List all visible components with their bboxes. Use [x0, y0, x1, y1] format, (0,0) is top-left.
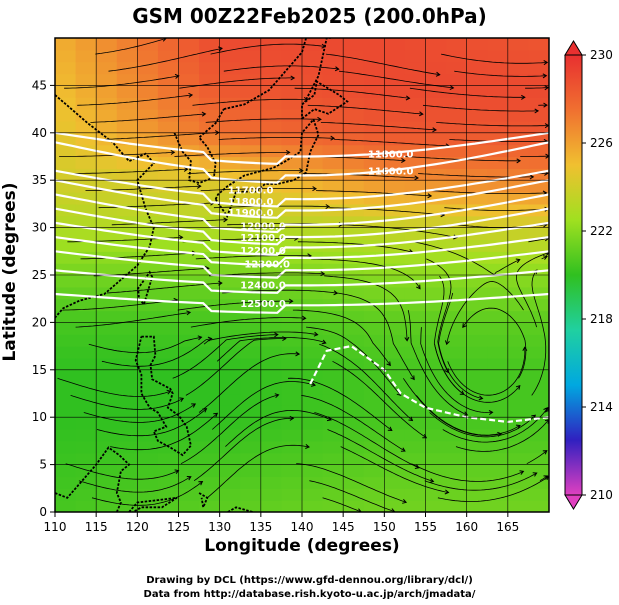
contour-label-6: 12100.0 — [240, 233, 286, 244]
contour-label-9: 12400.0 — [240, 280, 286, 291]
x-tick-label-2: 120 — [126, 520, 149, 534]
colorbar-label-3: 222 — [590, 224, 613, 238]
x-tick-label-0: 110 — [44, 520, 67, 534]
y-tick-label-3: 15 — [32, 363, 47, 377]
y-axis: 0 5 10 15 20 25 30 35 40 45 — [32, 78, 55, 519]
contour-label-2: 11700.0 — [228, 185, 274, 196]
coastlines — [55, 38, 349, 512]
colorbar: 210 214 218 222 226 230 — [564, 40, 613, 510]
y-tick-label-6: 30 — [32, 221, 47, 235]
contour-label-8: 12300.0 — [244, 259, 290, 270]
colorbar-label-4: 226 — [590, 136, 613, 150]
temperature-field — [55, 38, 549, 512]
chart-title: GSM 00Z22Feb2025 (200.0hPa) — [132, 4, 487, 28]
x-tick-label-7: 145 — [332, 520, 355, 534]
contour-label-7: 12200.0 — [240, 246, 286, 257]
y-tick-label-8: 40 — [32, 126, 47, 140]
colorbar-label-5: 230 — [590, 48, 613, 62]
x-tick-label-6: 140 — [291, 520, 314, 534]
colorbar-top-arrow — [564, 40, 583, 56]
y-tick-label-0: 0 — [39, 505, 47, 519]
colorbar-label-1: 214 — [590, 400, 613, 414]
y-axis-label: Latitude (degrees) — [0, 182, 20, 362]
y-tick-label-9: 45 — [32, 78, 47, 92]
colorbar-bottom-arrow — [564, 494, 583, 510]
credit-line-dcl: Drawing by DCL (https://www.gfd-dennou.o… — [146, 575, 473, 586]
y-tick-label-4: 20 — [32, 315, 47, 329]
colorbar-bar — [564, 54, 583, 496]
grid-lines — [55, 38, 549, 512]
x-axis: 110 115 120 125 130 135 140 145 150 155 160 165 — [44, 512, 519, 534]
x-tick-label-4: 130 — [208, 520, 231, 534]
x-tick-label-9: 155 — [414, 520, 437, 534]
x-axis-label: Longitude (degrees) — [204, 536, 400, 556]
y-tick-label-7: 35 — [32, 173, 47, 187]
y-tick-label-5: 25 — [32, 268, 47, 282]
contour-label-0: 11800.0 — [368, 149, 414, 160]
x-tick-label-11: 165 — [496, 520, 519, 534]
x-tick-label-1: 115 — [85, 520, 108, 534]
y-tick-label-1: 5 — [39, 458, 47, 472]
colorbar-label-2: 218 — [590, 312, 613, 326]
contour-label-10: 12500.0 — [240, 299, 286, 310]
colorbar-label-0: 210 — [590, 488, 613, 502]
x-tick-label-10: 160 — [455, 520, 478, 534]
x-tick-label-8: 150 — [373, 520, 396, 534]
credit-line-data: Data from http://database.rish.kyoto-u.a… — [143, 589, 476, 600]
contour-label-1: 11600.0 — [368, 167, 414, 178]
contour-label-5: 12000.0 — [240, 221, 286, 232]
y-tick-label-2: 10 — [32, 410, 47, 424]
contour-label-3: 11800.0 — [228, 197, 274, 208]
x-tick-label-5: 135 — [249, 520, 272, 534]
x-tick-label-3: 125 — [167, 520, 190, 534]
contour-label-4: 11900.0 — [228, 208, 274, 219]
